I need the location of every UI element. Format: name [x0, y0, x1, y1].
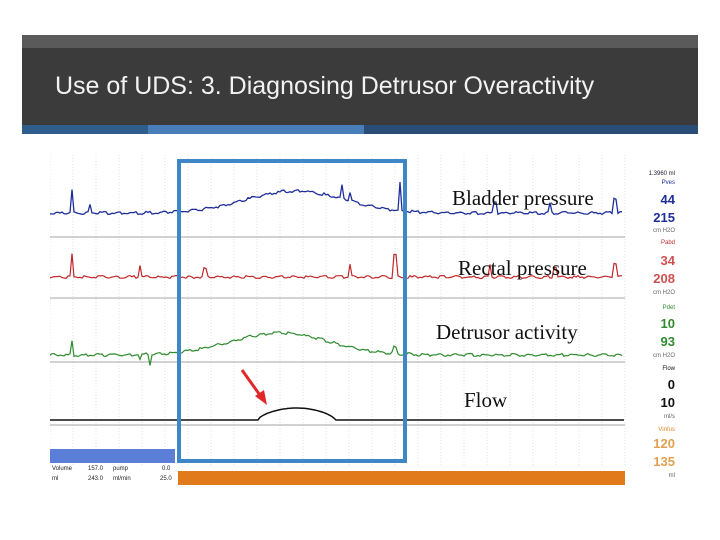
channel-value: 120	[653, 436, 675, 451]
flow-trace	[50, 407, 624, 421]
detrusor-activity-trace	[50, 331, 623, 366]
channel-unit: ml	[668, 473, 675, 479]
channel-unit: cm H2O	[652, 228, 675, 234]
footer-volume-value: 157.0	[88, 466, 104, 472]
channel-value: 44	[660, 192, 675, 207]
trace-footer-bar	[50, 449, 175, 463]
channel-dividers	[50, 236, 625, 426]
infusion-volume-bar	[178, 471, 625, 485]
slide-header: Use of UDS: 3. Diagnosing Detrusor Overa…	[22, 48, 698, 125]
channel-value: 10	[660, 395, 675, 410]
footer-rate-value: 25.0	[160, 476, 172, 482]
channel-name: Flow	[662, 366, 675, 372]
channel-value: 93	[660, 334, 675, 349]
channel-name: Pabd	[660, 240, 675, 246]
red-arrow-icon	[240, 369, 267, 405]
channel-name: Pves	[661, 180, 675, 186]
channel-value: 10	[660, 316, 675, 331]
footer-unit-label: ml	[52, 476, 59, 482]
footer-volume-label: Volume	[52, 466, 73, 472]
channel-value: 34	[660, 253, 675, 268]
volume-header: 1.3960 ml	[648, 171, 675, 177]
label-bladder-pressure: Bladder pressure	[452, 186, 594, 210]
bladder-pressure-trace	[50, 181, 623, 216]
channel-unit: cm H2O	[652, 353, 675, 359]
channel-value: 215	[653, 210, 675, 225]
rectal-pressure-trace	[50, 253, 623, 280]
footer-pump-label: pump	[113, 466, 129, 472]
channel-name: Vinfus	[658, 427, 675, 433]
channel-value: 135	[653, 454, 675, 469]
footer-rate-label: ml/min	[113, 476, 131, 482]
label-detrusor-activity: Detrusor activity	[436, 320, 578, 344]
header-accent-strip	[148, 125, 364, 134]
channel-unit: cm H2O	[652, 290, 675, 296]
slide-title: Use of UDS: 3. Diagnosing Detrusor Overa…	[55, 72, 595, 100]
label-flow: Flow	[464, 388, 508, 412]
footer-pump-value: 0.0	[162, 466, 171, 472]
channel-unit: ml/s	[664, 414, 675, 420]
footer-total-value: 243.0	[88, 476, 104, 482]
urodynamic-trace	[50, 155, 626, 490]
channel-value: 208	[653, 271, 675, 286]
header-accent-strip	[22, 125, 148, 134]
channel-value: 0	[667, 377, 675, 392]
header-accent-strip	[364, 125, 698, 134]
label-rectal-pressure: Rectal pressure	[458, 256, 587, 280]
header-top-band	[22, 35, 698, 48]
highlight-box	[177, 159, 407, 463]
channel-name: Pdet	[662, 305, 675, 311]
trace-grid	[50, 155, 626, 465]
